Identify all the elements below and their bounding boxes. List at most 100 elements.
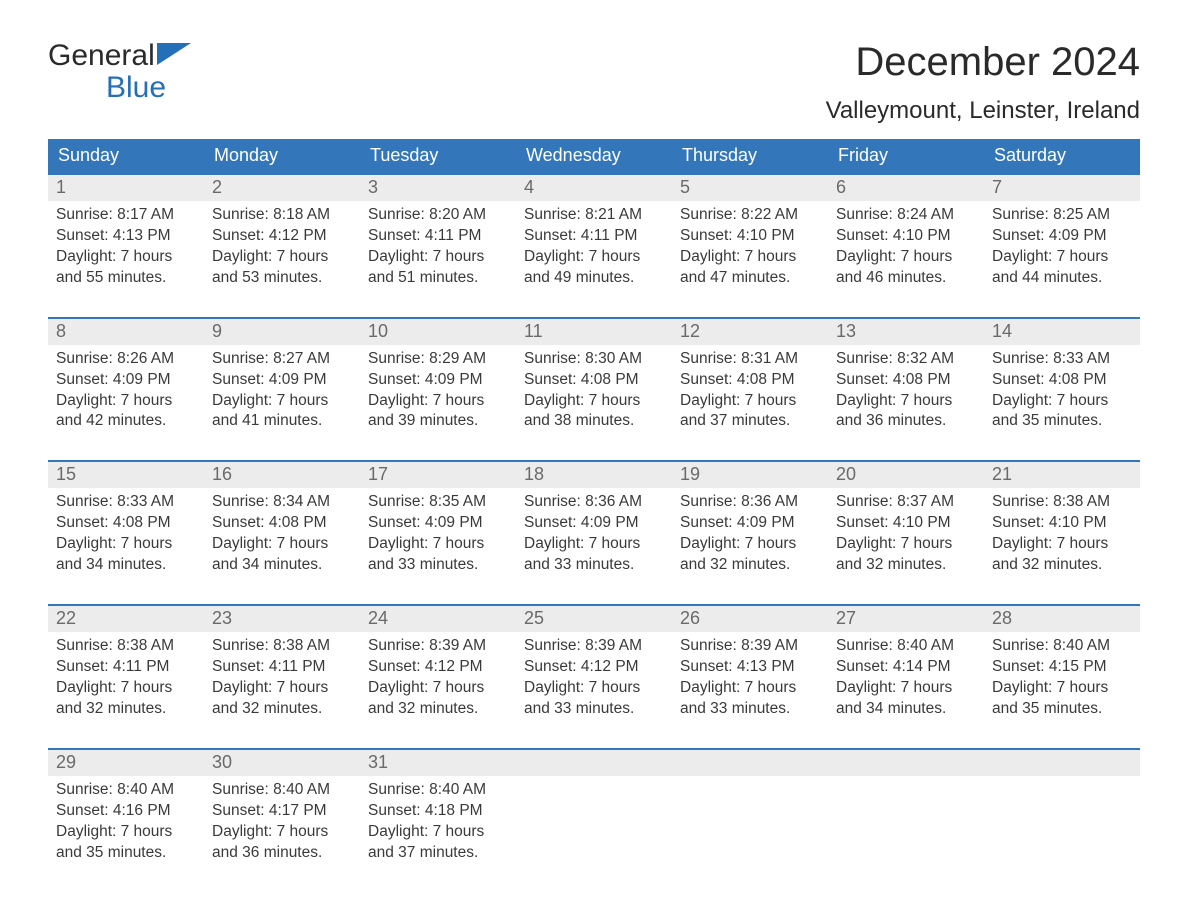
location-text: Valleymount, Leinster, Ireland bbox=[826, 97, 1140, 125]
day-cell: Sunrise: 8:29 AMSunset: 4:09 PMDaylight:… bbox=[360, 345, 516, 461]
sunset-text: Sunset: 4:08 PM bbox=[992, 370, 1132, 391]
day-cell bbox=[672, 776, 828, 872]
day-cell: Sunrise: 8:39 AMSunset: 4:12 PMDaylight:… bbox=[516, 632, 672, 748]
daylight-text: Daylight: 7 hours and 34 minutes. bbox=[836, 678, 976, 720]
day-cell: Sunrise: 8:40 AMSunset: 4:17 PMDaylight:… bbox=[204, 776, 360, 872]
day-cell: Sunrise: 8:32 AMSunset: 4:08 PMDaylight:… bbox=[828, 345, 984, 461]
day-number: 8 bbox=[48, 319, 204, 345]
sunset-text: Sunset: 4:16 PM bbox=[56, 801, 196, 822]
sunset-text: Sunset: 4:09 PM bbox=[56, 370, 196, 391]
day-number: 22 bbox=[48, 606, 204, 632]
sunset-text: Sunset: 4:11 PM bbox=[212, 657, 352, 678]
day-number-row: 22232425262728 bbox=[48, 606, 1140, 632]
day-cell: Sunrise: 8:39 AMSunset: 4:12 PMDaylight:… bbox=[360, 632, 516, 748]
day-cell: Sunrise: 8:25 AMSunset: 4:09 PMDaylight:… bbox=[984, 201, 1140, 317]
sunrise-text: Sunrise: 8:37 AM bbox=[836, 492, 976, 513]
day-number: 25 bbox=[516, 606, 672, 632]
sunrise-text: Sunrise: 8:33 AM bbox=[992, 349, 1132, 370]
calendar-week: 15161718192021 Sunrise: 8:33 AM Sunset: 4:… bbox=[48, 460, 1140, 604]
sunrise-text: Sunrise: 8:30 AM bbox=[524, 349, 664, 370]
sunset-text: Sunset: 4:09 PM bbox=[992, 226, 1132, 247]
day-number-row: 293031 bbox=[48, 750, 1140, 776]
daylight-text: Daylight: 7 hours and 41 minutes. bbox=[212, 391, 352, 433]
sunset-text: Sunset: 4:14 PM bbox=[836, 657, 976, 678]
day-number bbox=[984, 750, 1140, 776]
day-number: 10 bbox=[360, 319, 516, 345]
day-number: 4 bbox=[516, 175, 672, 201]
day-number: 9 bbox=[204, 319, 360, 345]
day-number: 16 bbox=[204, 462, 360, 488]
day-cell: Sunrise: 8:31 AMSunset: 4:08 PMDaylight:… bbox=[672, 345, 828, 461]
calendar-week: 891011121314Sunrise: 8:26 AMSunset: 4:09… bbox=[48, 317, 1140, 461]
sunrise-text: Sunrise: 8:33 AM bbox=[56, 492, 196, 513]
sunset-text: Sunset: 4:10 PM bbox=[680, 226, 820, 247]
daylight-text: Daylight: 7 hours and 36 minutes. bbox=[212, 822, 352, 864]
calendar: SundayMondayTuesdayWednesdayThursdayFrid… bbox=[48, 139, 1140, 871]
logo: General Blue bbox=[48, 40, 191, 103]
day-body-row: Sunrise: 8:26 AMSunset: 4:09 PMDaylight:… bbox=[48, 345, 1140, 461]
day-cell: Sunrise: 8:34 AMSunset: 4:08 PMDaylight:… bbox=[204, 488, 360, 604]
calendar-week: 293031Sunrise: 8:40 AMSunset: 4:16 PMDay… bbox=[48, 748, 1140, 872]
day-body-row: Sunrise: 8:40 AMSunset: 4:16 PMDaylight:… bbox=[48, 776, 1140, 872]
title-block: December 2024 Valleymount, Leinster, Ire… bbox=[826, 40, 1140, 125]
day-of-week-cell: Sunday bbox=[48, 139, 204, 173]
day-cell: Sunrise: 8:38 AMSunset: 4:11 PMDaylight:… bbox=[48, 632, 204, 748]
daylight-text: Daylight: 7 hours and 42 minutes. bbox=[56, 391, 196, 433]
daylight-text: Daylight: 7 hours and 49 minutes. bbox=[524, 247, 664, 289]
day-number-row: 1234567 bbox=[48, 175, 1140, 201]
day-number bbox=[828, 750, 984, 776]
day-of-week-cell: Tuesday bbox=[360, 139, 516, 173]
logo-text-bottom: Blue bbox=[48, 72, 191, 104]
sunset-text: Sunset: 4:09 PM bbox=[680, 513, 820, 534]
daylight-text: Daylight: 7 hours and 33 minutes. bbox=[680, 678, 820, 720]
daylight-text: Daylight: 7 hours and 46 minutes. bbox=[836, 247, 976, 289]
day-number: 27 bbox=[828, 606, 984, 632]
day-cell bbox=[984, 776, 1140, 872]
daylight-text: Daylight: 7 hours and 51 minutes. bbox=[368, 247, 508, 289]
header: General Blue December 2024 Valleymount, … bbox=[48, 40, 1140, 125]
day-cell: Sunrise: 8:20 AMSunset: 4:11 PMDaylight:… bbox=[360, 201, 516, 317]
daylight-text: Daylight: 7 hours and 33 minutes. bbox=[368, 534, 508, 576]
day-of-week-cell: Thursday bbox=[672, 139, 828, 173]
calendar-week: 22232425262728 Sunrise: 8:38 AM Sunset: 4:… bbox=[48, 604, 1140, 748]
day-number: 29 bbox=[48, 750, 204, 776]
day-of-week-cell: Monday bbox=[204, 139, 360, 173]
sunset-text: Sunset: 4:13 PM bbox=[56, 226, 196, 247]
day-body-row: Sunrise: 8:33 AM Sunset: 4:08 PM Daylight:… bbox=[48, 488, 1140, 604]
day-cell: Sunrise: 8:40 AMSunset: 4:16 PMDaylight:… bbox=[48, 776, 204, 872]
sunrise-text: Sunrise: 8:38 AM bbox=[56, 636, 196, 657]
day-cell: Sunrise: 8:40 AMSunset: 4:18 PMDaylight:… bbox=[360, 776, 516, 872]
day-number: 26 bbox=[672, 606, 828, 632]
sunrise-text: Sunrise: 8:25 AM bbox=[992, 205, 1132, 226]
sunrise-text: Sunrise: 8:32 AM bbox=[836, 349, 976, 370]
daylight-text: Daylight: 7 hours and 35 minutes. bbox=[992, 678, 1132, 720]
daylight-text: Daylight: 7 hours and 32 minutes. bbox=[56, 678, 196, 720]
day-body-row: Sunrise: 8:38 AM Sunset: 4:11 PM Daylight:… bbox=[48, 632, 1140, 748]
day-cell bbox=[828, 776, 984, 872]
daylight-text: Daylight: 7 hours and 39 minutes. bbox=[368, 391, 508, 433]
sunrise-text: Sunrise: 8:18 AM bbox=[212, 205, 352, 226]
sunrise-text: Sunrise: 8:24 AM bbox=[836, 205, 976, 226]
day-number: 2 bbox=[204, 175, 360, 201]
sunset-text: Sunset: 4:08 PM bbox=[524, 370, 664, 391]
day-number-row: 15161718192021 bbox=[48, 462, 1140, 488]
day-number: 3 bbox=[360, 175, 516, 201]
day-number: 7 bbox=[984, 175, 1140, 201]
sunrise-text: Sunrise: 8:39 AM bbox=[524, 636, 664, 657]
day-of-week-cell: Wednesday bbox=[516, 139, 672, 173]
daylight-text: Daylight: 7 hours and 33 minutes. bbox=[524, 678, 664, 720]
sunset-text: Sunset: 4:10 PM bbox=[836, 513, 976, 534]
day-cell: Sunrise: 8:33 AMSunset: 4:08 PMDaylight:… bbox=[984, 345, 1140, 461]
day-cell: Sunrise: 8:38 AMSunset: 4:10 PMDaylight:… bbox=[984, 488, 1140, 604]
day-of-week-cell: Friday bbox=[828, 139, 984, 173]
day-number: 14 bbox=[984, 319, 1140, 345]
sunrise-text: Sunrise: 8:34 AM bbox=[212, 492, 352, 513]
day-cell: Sunrise: 8:18 AMSunset: 4:12 PMDaylight:… bbox=[204, 201, 360, 317]
day-number: 13 bbox=[828, 319, 984, 345]
day-number: 19 bbox=[672, 462, 828, 488]
sunset-text: Sunset: 4:12 PM bbox=[212, 226, 352, 247]
day-cell: Sunrise: 8:22 AMSunset: 4:10 PMDaylight:… bbox=[672, 201, 828, 317]
sunrise-text: Sunrise: 8:21 AM bbox=[524, 205, 664, 226]
daylight-text: Daylight: 7 hours and 33 minutes. bbox=[524, 534, 664, 576]
sunset-text: Sunset: 4:08 PM bbox=[212, 513, 352, 534]
